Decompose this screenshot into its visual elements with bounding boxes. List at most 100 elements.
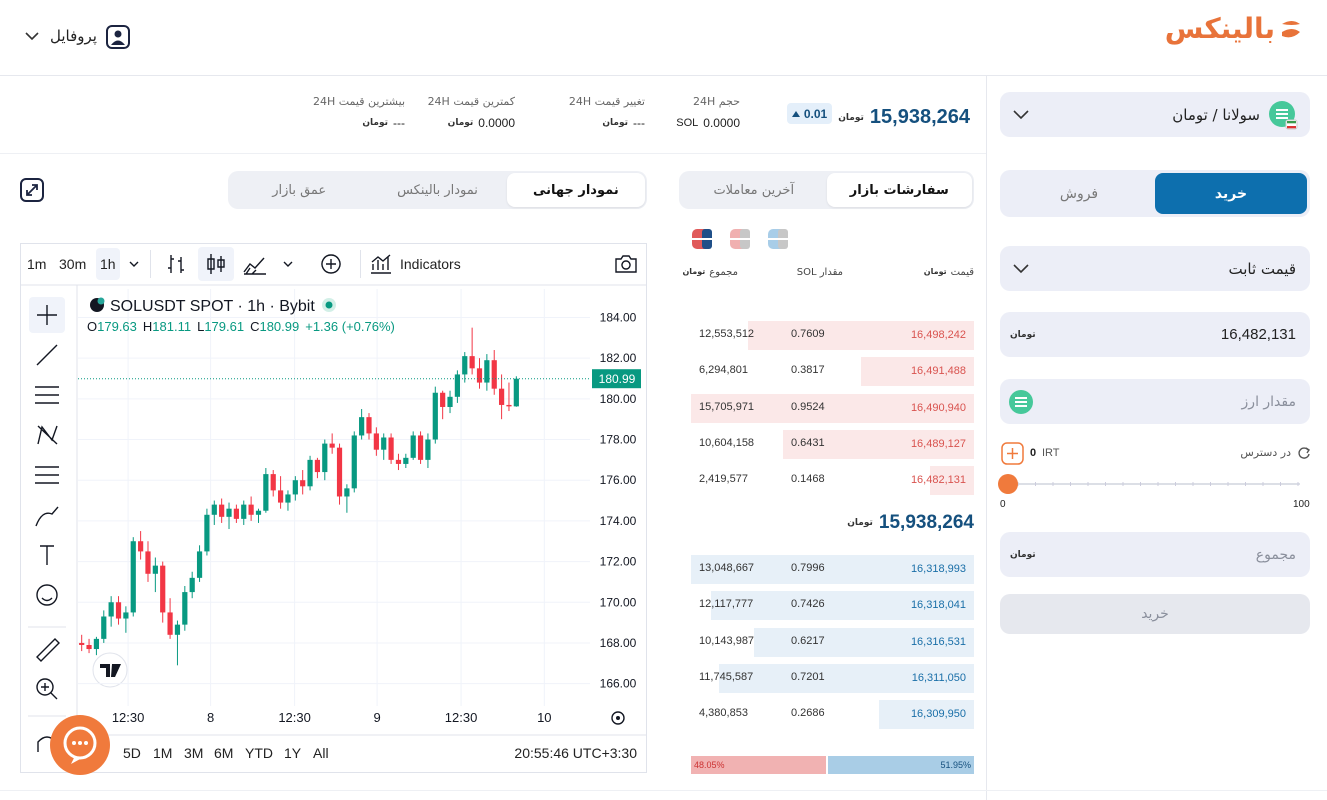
icon-part [1305,447,1310,454]
style-menu[interactable] [280,252,306,278]
order-row[interactable]: 16,316,531 0.6217 10,143,987 [691,627,974,657]
order-total: 10,143,987 [699,634,755,647]
range[interactable]: All [313,745,329,761]
order-row[interactable]: 16,309,950 0.2686 4,380,853 [691,700,974,730]
icon-part [36,584,58,606]
interval[interactable]: 1m [27,256,47,272]
amount-slider[interactable] [996,472,1312,498]
range[interactable]: 5D [123,745,141,761]
order-row[interactable]: 16,491,488 0.3817 6,294,801 [691,357,974,387]
tab[interactable]: نمودار جهانی [506,173,645,207]
candle-body [196,551,203,578]
chevron [1013,263,1029,273]
depth-bar [930,466,974,496]
range[interactable]: 1M [153,745,173,761]
icon-part [1007,448,1018,459]
candle-body [189,577,195,593]
depth-bar [782,429,974,459]
interval-menu-glyph [129,261,139,267]
candle-body [219,504,225,517]
candle-body [292,480,298,495]
order-price: 16,482,131 [910,474,966,487]
currency: تومان [1010,329,1036,340]
market-status-dot [325,301,333,309]
last-price-label: 180.99 [599,372,636,386]
side-tab[interactable]: خرید [1155,173,1307,214]
candle-body [145,551,151,574]
y-tick-label: 182.00 [600,351,637,365]
logo[interactable]: بالینکس [1164,12,1275,45]
settings-icon[interactable] [611,711,625,725]
tab[interactable]: سفارشات بازار [826,173,972,207]
candle-style[interactable] [203,251,229,277]
drawing-tools[interactable] [29,297,65,752]
sell-ratio: 48.05% [691,756,827,774]
range[interactable]: 3M [184,745,204,761]
area-style[interactable] [242,251,268,277]
icon-part [37,305,57,325]
bar-style[interactable] [164,251,190,277]
stat-value: --- [393,116,405,130]
indicators-icon[interactable] [368,251,394,277]
icon-part [1015,396,1027,407]
candle-body [300,480,306,487]
order-row[interactable]: 16,318,041 0.7426 12,117,777 [691,591,974,621]
deposit-button[interactable] [1001,442,1024,465]
total-input[interactable]: مجموع تومان [1000,532,1310,577]
pair-selector[interactable]: سولانا / تومان [1000,92,1310,137]
snapshot[interactable] [613,251,639,277]
compare[interactable] [318,251,344,277]
expand-icon[interactable] [20,178,44,202]
candle-body [160,565,166,613]
amount-input[interactable]: مقدار ارز [1000,379,1310,424]
refresh-icon[interactable] [1297,446,1311,460]
candle-body [491,360,497,389]
last-price: 15,938,264 تومان [847,512,974,534]
price-input[interactable]: 16,482,131 تومان [1000,312,1310,357]
order-amount: 0.3817 [791,364,825,377]
divider [0,790,1327,791]
orderbook-views[interactable] [690,227,794,251]
candle-body [314,459,321,473]
tab[interactable]: آخرین معاملات [713,182,795,198]
order-total: 6,294,801 [699,364,748,377]
candle-body [388,437,394,460]
candle-body [469,356,475,369]
profile-icon[interactable] [106,25,130,49]
range[interactable]: 1Y [284,745,302,761]
order-row[interactable]: 16,482,131 0.1468 2,419,577 [691,466,974,496]
candle-body [138,541,144,552]
order-row[interactable]: 16,498,242 0.7609 12,553,512 [691,321,974,350]
submit-button[interactable]: خرید [1000,594,1310,634]
chevron[interactable] [24,30,40,42]
side-tab[interactable]: فروش [1059,185,1099,202]
tab[interactable]: عمق بازار [272,182,327,198]
icon-part [35,466,59,484]
stat-value: 0.0000 [478,116,515,130]
icon-part [35,506,59,527]
interval[interactable]: 30m [59,256,87,272]
interval[interactable]: 1h [96,248,120,280]
profile-label[interactable]: پروفایل [50,27,97,45]
side-toggle: خرید فروش [1000,170,1310,217]
range[interactable]: 6M [214,745,234,761]
indicators[interactable]: Indicators [400,256,461,272]
range[interactable]: YTD [245,745,273,761]
area-style-glyph [243,257,266,275]
depth-bar [878,700,974,730]
column-header: مجموع تومان [682,267,738,278]
order-row[interactable]: 16,489,127 0.6431 10,604,158 [691,429,974,459]
interval-menu[interactable] [126,252,152,278]
order-row[interactable]: 16,318,993 0.7996 13,048,667 [691,555,974,584]
order-price: 16,311,050 [911,671,966,684]
candle-body [476,368,483,383]
order-type[interactable]: قیمت ثابت [1000,246,1310,291]
order-row[interactable]: 16,311,050 0.7201 11,745,587 [691,663,974,693]
currency: تومان [602,118,628,128]
candle-body [226,508,232,517]
candle-body [403,457,409,464]
icon-part [78,741,82,745]
chat-button[interactable] [49,714,111,776]
order-row[interactable]: 16,490,940 0.9524 15,705,971 [691,393,974,423]
tab[interactable]: نمودار بالینکس [397,182,478,198]
